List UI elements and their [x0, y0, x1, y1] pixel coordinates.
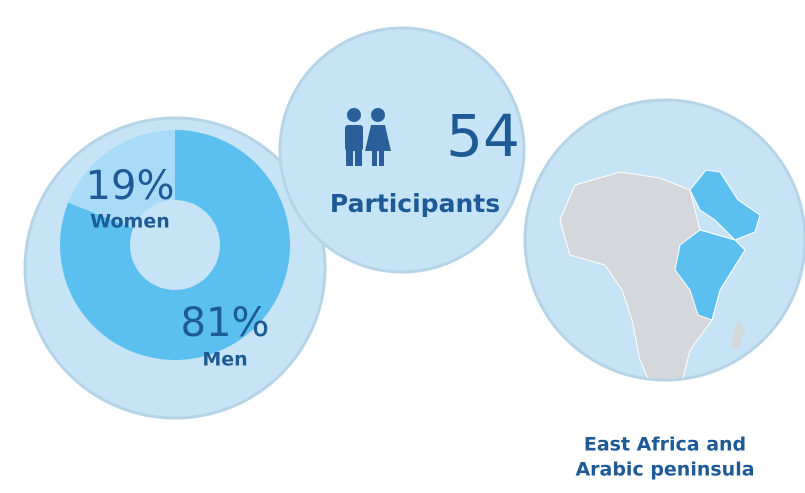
- value-label: 81%: [181, 300, 270, 346]
- category-label: Women: [90, 211, 170, 233]
- participant-label: Participants: [330, 189, 500, 218]
- people-icon: [345, 108, 391, 166]
- participants-backdrop: [278, 26, 526, 274]
- region-label: Arabic peninsula: [575, 459, 754, 481]
- region-label: East Africa and: [584, 434, 746, 456]
- map: [559, 169, 761, 379]
- value-label: 19%: [86, 163, 175, 209]
- donut-hole: [130, 200, 220, 290]
- participant-count: 54: [446, 102, 520, 170]
- category-label: Men: [202, 349, 247, 371]
